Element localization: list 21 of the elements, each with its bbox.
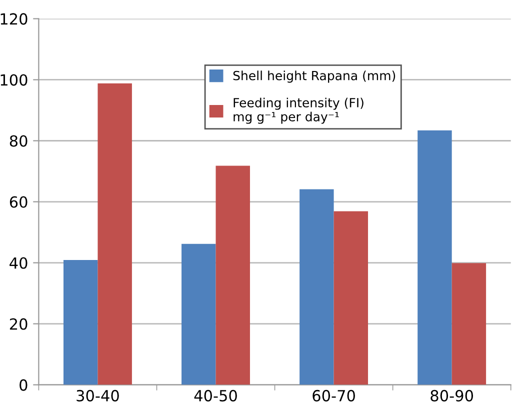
y-tick-label: 0 [20, 379, 28, 391]
bar [334, 211, 368, 385]
x-tick-label: 60-70 [312, 390, 355, 402]
bar [182, 244, 216, 385]
x-tick-label: 80-90 [430, 390, 474, 402]
y-tick-label: 20 [10, 318, 28, 330]
bar [418, 130, 452, 385]
legend-label: Feeding intensity (FI) mg g⁻¹ per day⁻¹ [234, 98, 364, 124]
bar [98, 83, 132, 385]
x-tick-label: 40-50 [194, 390, 237, 402]
y-tick-label: 120 [0, 13, 28, 25]
bar [63, 260, 98, 385]
legend-label: Shell height Rapana (mm) [233, 70, 396, 83]
y-tick-label: 80 [10, 135, 28, 147]
bar [300, 189, 334, 385]
y-tick-label: 100 [0, 74, 28, 86]
x-tick-label: 30-40 [76, 390, 119, 402]
y-tick-label: 60 [10, 196, 28, 208]
bar [452, 263, 486, 385]
bar [216, 166, 250, 385]
y-tick-label: 40 [10, 257, 28, 269]
